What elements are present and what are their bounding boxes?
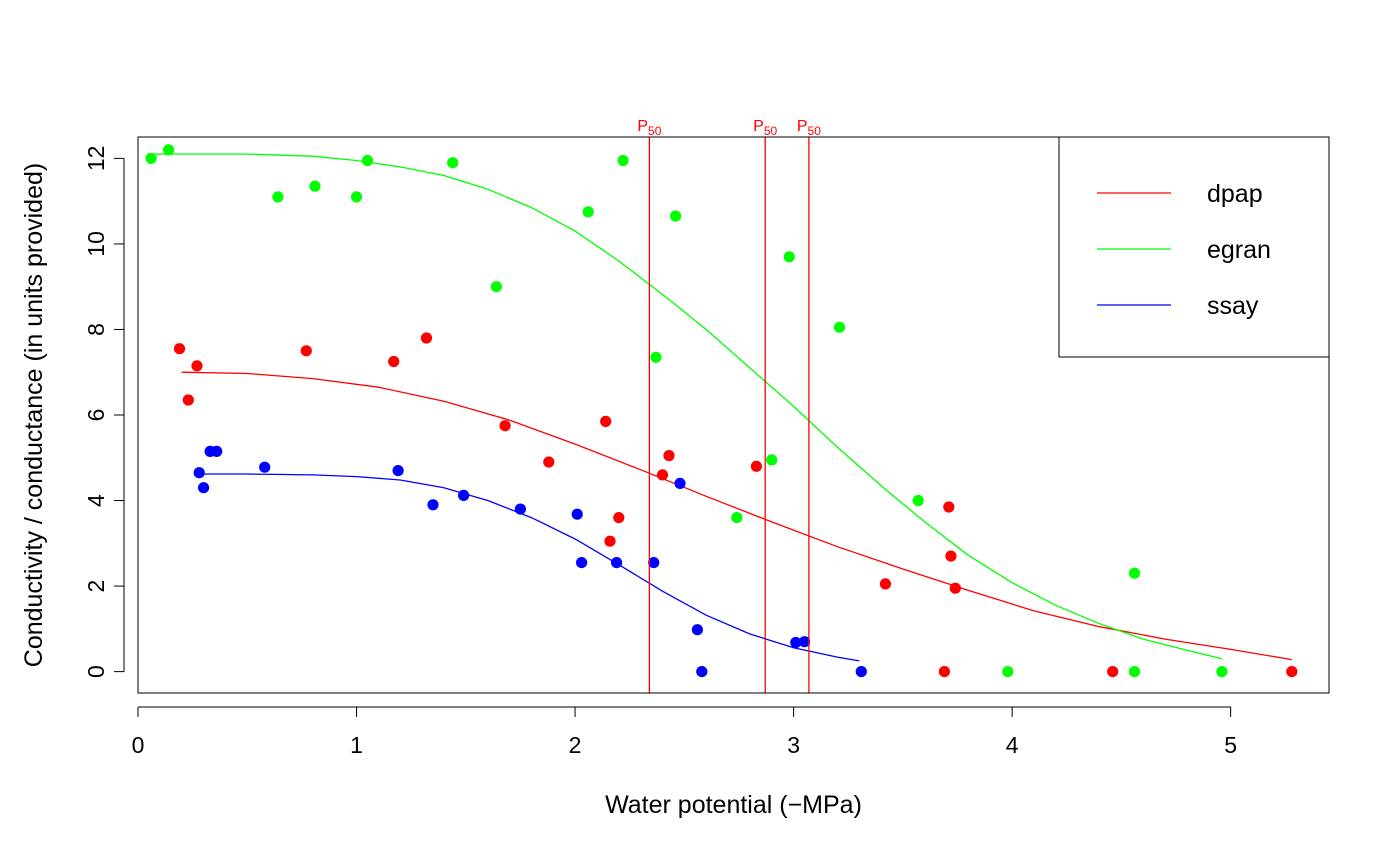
- y-tick-label: 8: [83, 323, 109, 336]
- y-tick-label: 2: [83, 580, 109, 593]
- y-axis: 0 2 4 6 8 10 12: [83, 146, 125, 678]
- point-ssay: [674, 477, 686, 489]
- point-ssay: [611, 557, 623, 569]
- p50-lines: P50 P50 P50: [637, 118, 821, 693]
- point-ssay: [648, 557, 660, 569]
- fit-line-dpap: [181, 371, 1292, 661]
- point-ssay: [514, 503, 527, 515]
- point-dpap: [543, 456, 555, 468]
- x-tick-label: 4: [1006, 732, 1019, 758]
- y-tick-label: 0: [83, 665, 109, 678]
- x-tick-label: 1: [350, 732, 363, 758]
- point-dpap: [604, 535, 616, 547]
- point-dpap: [600, 415, 612, 427]
- y-tick-label: 4: [83, 494, 109, 507]
- x-tick-label: 0: [132, 732, 145, 758]
- p50-label: P50: [753, 118, 777, 138]
- point-egran: [490, 281, 502, 293]
- p50-label: P50: [797, 118, 821, 138]
- point-ssay: [790, 636, 802, 649]
- point-egran: [1128, 666, 1141, 678]
- point-ssay: [198, 482, 210, 494]
- point-dpap: [420, 332, 433, 344]
- point-ssay: [798, 636, 811, 648]
- point-dpap: [191, 360, 203, 372]
- point-ssay: [392, 465, 404, 477]
- point-dpap: [1107, 666, 1119, 678]
- x-tick-label: 2: [569, 732, 582, 758]
- point-dpap: [388, 355, 400, 368]
- y-axis-label: Conductivity / conductance (in units pro…: [20, 163, 48, 667]
- point-ssay: [427, 499, 439, 511]
- point-dpap: [879, 578, 892, 590]
- point-egran: [731, 511, 743, 524]
- point-ssay: [571, 508, 583, 520]
- point-ssay: [259, 461, 271, 473]
- point-ssay: [458, 489, 470, 501]
- point-dpap: [300, 345, 312, 357]
- point-egran: [163, 144, 175, 156]
- point-ssay: [696, 666, 708, 678]
- point-egran: [1002, 666, 1014, 678]
- point-egran: [766, 454, 778, 466]
- point-dpap: [945, 550, 957, 562]
- point-dpap: [750, 460, 763, 472]
- point-ssay: [211, 445, 223, 457]
- point-dpap: [613, 511, 625, 524]
- point-ssay: [691, 624, 704, 636]
- point-dpap: [943, 501, 955, 513]
- x-tick-label: 3: [787, 732, 800, 758]
- point-egran: [582, 206, 594, 218]
- y-tick-label: 12: [83, 146, 109, 172]
- point-dpap: [182, 394, 194, 406]
- point-egran: [650, 351, 662, 363]
- point-egran: [1216, 666, 1228, 678]
- point-egran: [670, 210, 682, 222]
- point-dpap: [656, 469, 669, 481]
- point-egran: [145, 152, 157, 164]
- point-dpap: [949, 582, 961, 594]
- p50-label: P50: [637, 118, 661, 138]
- point-dpap: [938, 666, 951, 678]
- legend-label-egran: egran: [1207, 236, 1271, 264]
- point-egran: [833, 321, 846, 333]
- point-dpap: [173, 343, 186, 355]
- point-dpap: [663, 450, 675, 462]
- point-ssay: [855, 666, 867, 678]
- point-dpap: [499, 420, 511, 432]
- fit-curves: [151, 153, 1292, 662]
- x-tick-label: 5: [1224, 732, 1237, 758]
- point-egran: [447, 157, 459, 169]
- data-points: [145, 144, 1298, 678]
- plot-frame: [137, 136, 1330, 694]
- point-egran: [1128, 567, 1141, 579]
- y-tick-label: 10: [83, 231, 109, 257]
- legend-box: [1058, 136, 1330, 358]
- fit-line-egran: [151, 153, 1223, 660]
- point-dpap: [1286, 666, 1298, 678]
- point-ssay: [193, 467, 205, 479]
- y-tick-label: 6: [83, 409, 109, 422]
- point-egran: [309, 180, 321, 192]
- point-egran: [361, 154, 374, 167]
- point-egran: [617, 154, 629, 167]
- legend: dpap egran ssay: [1058, 136, 1330, 358]
- point-egran: [783, 251, 795, 263]
- point-egran: [350, 191, 363, 203]
- x-axis: 0 1 2 3 4 5: [132, 706, 1237, 758]
- legend-label-ssay: ssay: [1207, 292, 1259, 320]
- legend-label-dpap: dpap: [1207, 180, 1263, 208]
- point-egran: [272, 191, 284, 203]
- point-egran: [912, 494, 924, 507]
- point-ssay: [576, 557, 588, 569]
- x-axis-label: Water potential (−MPa): [605, 791, 862, 819]
- fit-line-ssay: [199, 473, 860, 662]
